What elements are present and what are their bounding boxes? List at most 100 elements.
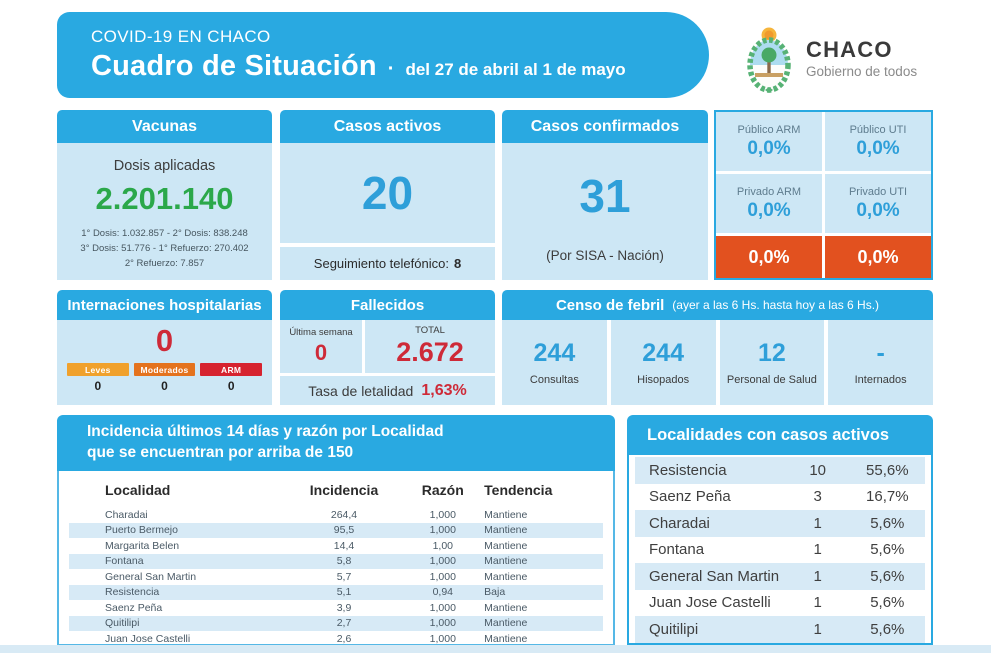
internaciones-value: 0 bbox=[155, 323, 174, 358]
censo-header: Censo de febril (ayer a las 6 Hs. hasta … bbox=[502, 290, 933, 320]
internaciones-title: Internaciones hospitalarias bbox=[57, 290, 272, 320]
ocupacion-grid: Público ARM 0,0% Público UTI 0,0% Privad… bbox=[714, 110, 933, 280]
cell-localidad: Quitilipi bbox=[105, 617, 140, 630]
cell-incidencia: 5,7 bbox=[336, 570, 352, 583]
category-badge: Moderados bbox=[133, 363, 196, 376]
tasa-letalidad-label: Tasa de letalidad bbox=[308, 382, 414, 399]
fallecidos-total-label: TOTAL bbox=[415, 325, 445, 336]
cell-razon: 1,00 bbox=[432, 539, 453, 552]
vacunas-card: Vacunas Dosis aplicadas 2.201.140 1° Dos… bbox=[57, 110, 272, 280]
incidencia-card: Incidencia últimos 14 días y razón por L… bbox=[57, 415, 615, 646]
col-localidad: Localidad bbox=[105, 482, 171, 498]
internaciones-category: Leves 0 bbox=[67, 363, 129, 393]
category-badge: Leves bbox=[67, 363, 129, 376]
ocupacion-cell-value: 0,0% bbox=[747, 199, 791, 221]
cell-tendencia: Mantiene bbox=[484, 570, 528, 583]
cell-localidad: Juan Jose Castelli bbox=[649, 594, 771, 612]
table-row: Charadai 264,4 1,000 Mantiene bbox=[69, 507, 603, 523]
table-row: Saenz Peña 3,9 1,000 Mantiene bbox=[69, 600, 603, 616]
censo-stat: 244 Hisopados bbox=[610, 320, 716, 405]
category-value: 0 bbox=[161, 379, 168, 393]
ocupacion-cell: Público ARM 0,0% bbox=[716, 112, 822, 171]
ocupacion-cell-label: Privado UTI bbox=[848, 185, 908, 198]
cell-porcentaje: 5,6% bbox=[870, 541, 905, 559]
internaciones-categories: Leves 0 Moderados 0 ARM 0 bbox=[67, 363, 263, 393]
cell-porcentaje: 5,6% bbox=[870, 514, 905, 532]
fallecidos-total-cell: TOTAL 2.672 bbox=[365, 320, 495, 373]
table-row: Fontana 1 5,6% bbox=[635, 537, 925, 564]
casos-activos-value: 20 bbox=[361, 167, 414, 219]
ocupacion-cell-value: 0,0% bbox=[747, 137, 791, 159]
incidencia-body: Localidad Incidencia Razón Tendencia Cha… bbox=[57, 471, 615, 646]
page-header: COVID-19 EN CHACO Cuadro de Situación · … bbox=[57, 12, 709, 98]
casos-activos-card: Casos activos 20 Seguimiento telefónico:… bbox=[280, 110, 495, 280]
ocupacion-cell-label: Público UTI bbox=[849, 123, 907, 136]
localidades-title: Localidades con casos activos bbox=[627, 415, 933, 455]
dosis-details: 1° Dosis: 1.032.857 - 2° Dosis: 838.248 3… bbox=[57, 226, 272, 272]
tasa-letalidad: Tasa de letalidad 1,63% bbox=[280, 376, 495, 405]
internaciones-category: Moderados 0 bbox=[133, 363, 196, 393]
cell-porcentaje: 16,7% bbox=[866, 488, 909, 506]
censo-stat-label: Personal de Salud bbox=[726, 374, 817, 386]
censo-stat-value: - bbox=[876, 339, 885, 367]
internaciones-category: ARM 0 bbox=[200, 363, 263, 393]
censo-subtitle: (ayer a las 6 Hs. hasta hoy a las 6 Hs.) bbox=[672, 298, 880, 312]
dosis-detail-line: 3° Dosis: 51.776 - 1° Refuerzo: 270.402 bbox=[80, 243, 249, 255]
vacunas-card-body: Dosis aplicadas 2.201.140 1° Dosis: 1.03… bbox=[57, 143, 272, 280]
censo-stat-label: Hisopados bbox=[637, 374, 690, 386]
localidades-card: Localidades con casos activos Resistenci… bbox=[627, 415, 933, 645]
table-row: Resistencia 10 55,6% bbox=[635, 457, 925, 484]
dosis-detail-line: 2° Refuerzo: 7.857 bbox=[124, 258, 205, 270]
cell-razon: 1,000 bbox=[429, 601, 456, 614]
cell-localidad: Fontana bbox=[105, 555, 144, 568]
cell-localidad: Resistencia bbox=[649, 461, 727, 479]
cell-localidad: Juan Jose Castelli bbox=[105, 632, 191, 645]
seguimiento-value: 8 bbox=[453, 256, 462, 271]
ocupacion-cell-value: 0,0% bbox=[856, 199, 900, 221]
cell-razon: 1,000 bbox=[429, 617, 456, 630]
dosis-detail-line: 1° Dosis: 1.032.857 - 2° Dosis: 838.248 bbox=[81, 228, 248, 239]
page-title: Cuadro de Situación bbox=[91, 50, 377, 82]
incidencia-header: Incidencia últimos 14 días y razón por L… bbox=[57, 415, 615, 471]
table-row: Quitilipi 2,7 1,000 Mantiene bbox=[69, 615, 603, 631]
cell-razon: 1,000 bbox=[429, 632, 456, 645]
cell-localidad: General San Martin bbox=[105, 570, 197, 583]
cell-porcentaje: 5,6% bbox=[870, 567, 905, 585]
header-supertitle: COVID-19 EN CHACO bbox=[91, 27, 271, 46]
cell-localidad: Saenz Peña bbox=[105, 601, 163, 614]
cell-localidad: Resistencia bbox=[105, 586, 160, 599]
cell-localidad: Fontana bbox=[649, 541, 705, 559]
chaco-crest-icon bbox=[747, 27, 791, 93]
dosis-aplicadas-label: Dosis aplicadas bbox=[113, 158, 216, 174]
censo-stat-value: 12 bbox=[757, 339, 786, 367]
ocupacion-cell-label: Público ARM bbox=[737, 123, 801, 136]
censo-stat-value: 244 bbox=[642, 339, 684, 367]
cell-razon: 1,000 bbox=[429, 524, 456, 537]
incidencia-title-line1: Incidencia últimos 14 días y razón por L… bbox=[87, 423, 444, 441]
fallecidos-total-value: 2.672 bbox=[396, 337, 464, 367]
cell-incidencia: 3,9 bbox=[336, 601, 352, 614]
cell-localidad: Saenz Peña bbox=[649, 488, 731, 506]
chaco-logo: CHACO Gobierno de todos bbox=[742, 22, 917, 94]
seguimiento-telefonico: Seguimiento telefónico: 8 bbox=[280, 243, 495, 280]
table-row: Puerto Bermejo 95,5 1,000 Mantiene bbox=[69, 522, 603, 538]
incidencia-title-line2: que se encuentran por arriba de 150 bbox=[87, 444, 354, 461]
cell-localidad: Charadai bbox=[105, 508, 148, 521]
casos-activos-title: Casos activos bbox=[280, 110, 495, 143]
casos-confirmados-title: Casos confirmados bbox=[502, 110, 708, 143]
table-row: Fontana 5,8 1,000 Mantiene bbox=[69, 553, 603, 569]
cell-casos: 1 bbox=[813, 567, 822, 585]
col-razon: Razón bbox=[421, 482, 464, 498]
cell-tendencia: Baja bbox=[484, 586, 506, 599]
category-badge: ARM bbox=[200, 363, 263, 376]
cell-incidencia: 264,4 bbox=[330, 508, 358, 521]
cell-localidad: Quitilipi bbox=[649, 620, 699, 638]
incidencia-column-headers: Localidad Incidencia Razón Tendencia bbox=[69, 475, 603, 507]
category-value: 0 bbox=[227, 379, 235, 393]
incidencia-rows: Charadai 264,4 1,000 Mantiene Puerto Ber… bbox=[69, 507, 603, 647]
ocupacion-cell: Privado UTI 0,0% bbox=[825, 174, 931, 233]
cell-porcentaje: 5,6% bbox=[870, 620, 905, 638]
header-title-row: Cuadro de Situación · del 27 de abril al… bbox=[91, 50, 709, 83]
fallecidos-body: Última semana 0 TOTAL 2.672 Tasa de leta… bbox=[280, 320, 495, 405]
